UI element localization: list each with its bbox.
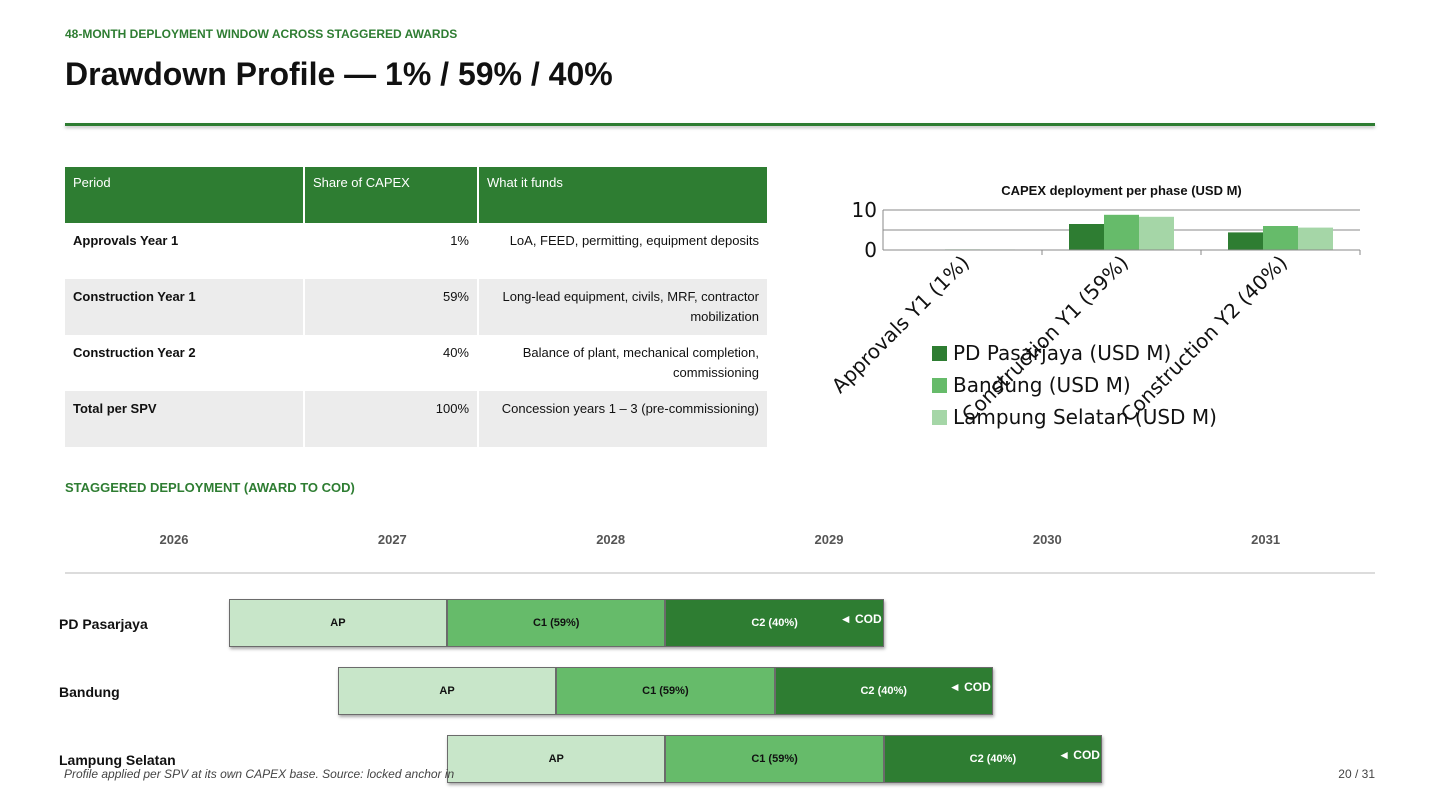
year-label: 2031 bbox=[1251, 532, 1281, 547]
year-label: 2026 bbox=[159, 532, 189, 547]
chart-bar bbox=[1139, 216, 1174, 250]
construction-y1-segment: C1 (59%) bbox=[556, 667, 775, 715]
chart-bar bbox=[1298, 227, 1333, 250]
funds-cell: LoA, FEED, permitting, equipment deposit… bbox=[509, 233, 759, 248]
page-number: 20 / 31 bbox=[1338, 767, 1375, 781]
legend-label: Bandung (USD M) bbox=[953, 373, 1131, 397]
cod-marker: ◄ COD bbox=[948, 680, 991, 694]
legend-swatch bbox=[932, 346, 947, 361]
funds-cell: Concession years 1 – 3 (pre-commissionin… bbox=[478, 391, 767, 447]
share-cell: 40% bbox=[304, 335, 479, 391]
chart-bar bbox=[1263, 226, 1298, 250]
column-header-share: Share of CAPEX bbox=[304, 167, 479, 223]
table-row: Construction Year 1 59% Long-lead equipm… bbox=[65, 279, 767, 335]
period-cell: Construction Year 2 bbox=[65, 335, 305, 391]
approvals-segment: AP bbox=[337, 667, 557, 715]
year-label: 2028 bbox=[596, 532, 626, 547]
page-title: Drawdown Profile — 1% / 59% / 40% bbox=[65, 56, 613, 92]
legend-label: PD Pasarjaya (USD M) bbox=[953, 341, 1171, 365]
period-cell: Construction Year 1 bbox=[65, 279, 305, 335]
drawdown-table: Period Share of CAPEX What it funds Appr… bbox=[65, 167, 767, 447]
construction-y2-segment: C2 (40%) bbox=[883, 735, 1103, 783]
table-row: Construction Year 2 40% Balance of plant… bbox=[65, 335, 767, 391]
legend-swatch bbox=[932, 410, 947, 425]
funds-cell: Long-lead equipment, civils, MRF, contra… bbox=[478, 279, 767, 335]
table-header-row: Period Share of CAPEX What it funds bbox=[65, 167, 767, 223]
approvals-segment: AP bbox=[228, 599, 448, 647]
chart-bar bbox=[1228, 232, 1263, 250]
timeline-row-label: Lampung Selatan bbox=[59, 752, 176, 768]
legend-label: Lampung Selatan (USD M) bbox=[953, 405, 1217, 429]
capex-chart: CAPEX deployment per phase (USD M) 0 10 App… bbox=[827, 183, 1361, 429]
x-tick-label: Approvals Y1 (1%) bbox=[827, 251, 974, 398]
share-cell: 59% bbox=[304, 279, 479, 335]
y-tick-label: 0 bbox=[864, 238, 877, 262]
x-tick-label: Construction Y2 (40%) bbox=[1116, 251, 1292, 427]
legend-swatch bbox=[932, 378, 947, 393]
footer-note: Profile applied per SPV at its own CAPEX… bbox=[64, 767, 455, 781]
timeline-row-label: Bandung bbox=[59, 684, 120, 700]
share-cell: 1% bbox=[304, 223, 479, 279]
construction-y1-segment: C1 (59%) bbox=[447, 599, 666, 647]
table-row: Approvals Year 1 1% LoA, FEED, permittin… bbox=[65, 223, 767, 279]
timeline-year-axis: 2026 2027 2028 2029 2030 2031 bbox=[65, 532, 1375, 552]
share-cell: 100% bbox=[304, 391, 479, 447]
cod-marker: ◄ COD bbox=[839, 612, 882, 626]
timeline-bar: AP C1 (59%) C2 (40%) bbox=[228, 599, 884, 647]
chart-bar bbox=[1104, 214, 1139, 250]
chart-bar bbox=[1069, 224, 1104, 250]
chart-title: CAPEX deployment per phase (USD M) bbox=[1001, 183, 1242, 198]
column-header-funds: What it funds bbox=[478, 167, 767, 223]
x-tick-label: Construction Y1 (59%) bbox=[957, 251, 1133, 427]
period-cell: Total per SPV bbox=[65, 391, 305, 447]
column-header-period: Period bbox=[65, 167, 305, 223]
title-divider bbox=[65, 123, 1375, 126]
construction-y1-segment: C1 (59%) bbox=[665, 735, 884, 783]
section-kicker: 48-MONTH DEPLOYMENT WINDOW ACROSS STAGGE… bbox=[65, 27, 458, 41]
cod-marker: ◄ COD bbox=[1058, 748, 1100, 762]
y-tick-label: 10 bbox=[852, 198, 877, 222]
timeline-bar: AP C1 (59%) C2 (40%) bbox=[447, 735, 1103, 783]
approvals-segment: AP bbox=[447, 735, 666, 783]
timeline-row-label: PD Pasarjaya bbox=[59, 616, 148, 632]
construction-y2-segment: C2 (40%) bbox=[665, 599, 884, 647]
year-label: 2029 bbox=[814, 532, 844, 547]
table-row-total: Total per SPV 100% Concession years 1 – … bbox=[65, 391, 767, 447]
year-label: 2030 bbox=[1032, 532, 1062, 547]
funds-cell: Balance of plant, mechanical completion,… bbox=[522, 345, 759, 380]
period-cell: Approvals Year 1 bbox=[65, 223, 305, 279]
timeline-axis-rule bbox=[65, 572, 1375, 574]
timeline-section-label: STAGGERED DEPLOYMENT (AWARD TO COD) bbox=[65, 480, 355, 495]
year-label: 2027 bbox=[377, 532, 407, 547]
timeline-bar: AP C1 (59%) C2 (40%) bbox=[337, 667, 993, 715]
construction-y2-segment: C2 (40%) bbox=[774, 667, 993, 715]
